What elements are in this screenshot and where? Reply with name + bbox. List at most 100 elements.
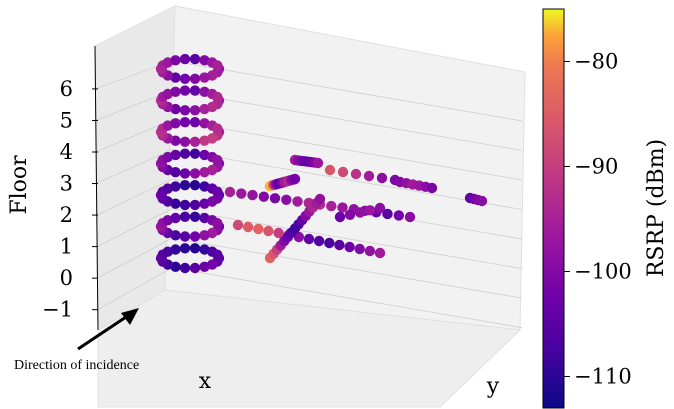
- data-point: [212, 60, 223, 71]
- grid-line-back: [171, 60, 523, 122]
- data-point: [170, 181, 181, 192]
- data-point: [354, 207, 366, 218]
- data-point: [236, 188, 247, 199]
- data-point: [344, 209, 356, 220]
- data-point: [179, 117, 191, 128]
- data-point: [212, 218, 223, 229]
- data-point: [179, 73, 191, 85]
- z-tick-label: 3: [60, 172, 73, 196]
- data-point: [170, 212, 181, 224]
- data-point: [354, 243, 365, 255]
- data-point: [374, 247, 386, 259]
- data-point: [404, 211, 416, 223]
- incidence-arrow-shaft: [77, 315, 127, 351]
- z-axis-label: Floor: [7, 155, 32, 215]
- data-point: [199, 167, 210, 178]
- z-tick-label: 4: [60, 140, 73, 164]
- data-point: [393, 210, 404, 221]
- colorbar-ticks: −80 −90 −100 −110: [564, 50, 632, 389]
- data-point: [312, 157, 324, 169]
- incidence-annotation: Direction of incidence: [14, 358, 139, 373]
- data-point: [179, 148, 191, 159]
- data-point: [179, 262, 191, 274]
- data-point: [337, 166, 349, 178]
- data-point: [170, 244, 181, 255]
- grid-line-back: [171, 208, 523, 270]
- grid-line-left: [96, 149, 173, 184]
- data-points: [155, 53, 488, 274]
- data-point: [374, 202, 386, 214]
- data-point: [199, 230, 210, 241]
- colorbar-tick-label: −90: [574, 155, 618, 179]
- data-point: [314, 193, 326, 205]
- data-point: [179, 199, 191, 211]
- data-point: [253, 223, 264, 235]
- data-point: [189, 85, 201, 96]
- data-point: [289, 173, 301, 185]
- data-point: [189, 168, 201, 179]
- data-point: [199, 72, 210, 83]
- data-point: [189, 136, 201, 147]
- data-point: [350, 168, 362, 180]
- data-point: [212, 249, 223, 260]
- data-point: [189, 105, 201, 116]
- data-point: [258, 191, 269, 202]
- grid-line-back: [171, 267, 523, 329]
- data-point: [189, 53, 201, 65]
- data-point: [324, 164, 336, 176]
- data-point: [344, 241, 355, 253]
- data-point: [269, 193, 281, 204]
- data-point: [326, 200, 337, 212]
- floor-pane: [97, 289, 522, 408]
- data-point: [364, 245, 376, 257]
- z-axis-line: [94, 45, 99, 331]
- colorbar-tick-label: −100: [574, 260, 632, 284]
- data-point: [199, 261, 210, 272]
- data-point: [242, 221, 254, 233]
- data-point: [212, 154, 223, 166]
- grid-line-back: [171, 237, 523, 299]
- z-tick-label: 6: [60, 77, 73, 101]
- data-point: [324, 237, 335, 249]
- data-point: [170, 118, 181, 129]
- grid-line-back: [171, 119, 523, 181]
- x-axis-label: x: [199, 369, 212, 394]
- data-point: [382, 208, 393, 220]
- grid-line-back: [171, 90, 523, 151]
- data-point: [212, 91, 223, 103]
- data-point: [334, 239, 345, 251]
- data-point: [263, 225, 274, 237]
- data-point: [189, 211, 201, 222]
- data-point: [189, 117, 201, 128]
- data-point: [273, 227, 284, 239]
- data-point: [334, 211, 346, 223]
- data-point: [292, 196, 303, 207]
- data-point: [212, 123, 223, 134]
- z-tick-label: 1: [60, 235, 73, 259]
- data-point: [179, 85, 191, 96]
- incidence-arrow-head-icon: [121, 308, 139, 325]
- grid-line-back: [171, 149, 523, 210]
- z-tick-label: 2: [60, 203, 73, 227]
- data-point: [179, 136, 191, 147]
- data-point: [232, 219, 244, 231]
- z-tick-label: 0: [60, 266, 73, 290]
- data-point: [170, 55, 181, 66]
- z-ticks: −1 0 1 2 3 4 5 6: [42, 77, 98, 322]
- grid-line-left: [97, 237, 173, 279]
- data-point: [199, 135, 210, 146]
- data-point: [179, 211, 191, 222]
- grid-line-left: [96, 208, 173, 247]
- data-point: [364, 205, 376, 216]
- data-point: [179, 168, 191, 179]
- data-point: [363, 170, 375, 182]
- data-point: [199, 198, 210, 209]
- data-point: [179, 105, 191, 116]
- data-point: [426, 182, 438, 194]
- data-point: [189, 180, 201, 191]
- data-point: [189, 148, 201, 159]
- data-point: [247, 189, 258, 201]
- data-point: [170, 86, 181, 98]
